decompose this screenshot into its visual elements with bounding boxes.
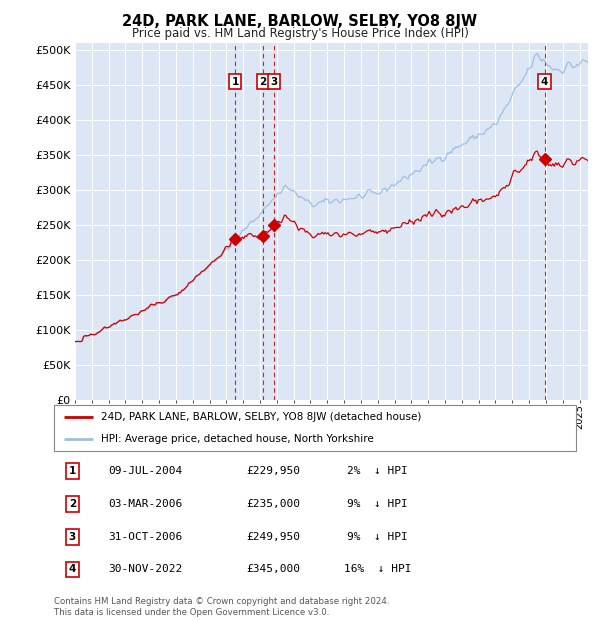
Text: 4: 4 xyxy=(68,564,76,575)
Text: 2%  ↓ HPI: 2% ↓ HPI xyxy=(347,466,408,476)
Text: £345,000: £345,000 xyxy=(246,564,300,575)
FancyBboxPatch shape xyxy=(54,405,576,451)
Text: £249,950: £249,950 xyxy=(246,531,300,542)
Text: £229,950: £229,950 xyxy=(246,466,300,476)
Text: 24D, PARK LANE, BARLOW, SELBY, YO8 8JW: 24D, PARK LANE, BARLOW, SELBY, YO8 8JW xyxy=(122,14,478,29)
Text: 16%  ↓ HPI: 16% ↓ HPI xyxy=(344,564,412,575)
Text: 09-JUL-2004: 09-JUL-2004 xyxy=(108,466,182,476)
Text: 30-NOV-2022: 30-NOV-2022 xyxy=(108,564,182,575)
Text: HPI: Average price, detached house, North Yorkshire: HPI: Average price, detached house, Nort… xyxy=(101,434,374,444)
Text: 2: 2 xyxy=(68,498,76,509)
Text: 31-OCT-2006: 31-OCT-2006 xyxy=(108,531,182,542)
Text: 9%  ↓ HPI: 9% ↓ HPI xyxy=(347,531,408,542)
Text: 4: 4 xyxy=(541,77,548,87)
Text: 3: 3 xyxy=(68,531,76,542)
Text: 1: 1 xyxy=(232,77,239,87)
Text: Contains HM Land Registry data © Crown copyright and database right 2024.
This d: Contains HM Land Registry data © Crown c… xyxy=(54,598,389,617)
Text: 3: 3 xyxy=(271,77,278,87)
Text: £235,000: £235,000 xyxy=(246,498,300,509)
Text: 9%  ↓ HPI: 9% ↓ HPI xyxy=(347,498,408,509)
Text: 24D, PARK LANE, BARLOW, SELBY, YO8 8JW (detached house): 24D, PARK LANE, BARLOW, SELBY, YO8 8JW (… xyxy=(101,412,421,422)
Text: 2: 2 xyxy=(259,77,266,87)
Text: Price paid vs. HM Land Registry's House Price Index (HPI): Price paid vs. HM Land Registry's House … xyxy=(131,27,469,40)
Text: 03-MAR-2006: 03-MAR-2006 xyxy=(108,498,182,509)
Text: 1: 1 xyxy=(68,466,76,476)
